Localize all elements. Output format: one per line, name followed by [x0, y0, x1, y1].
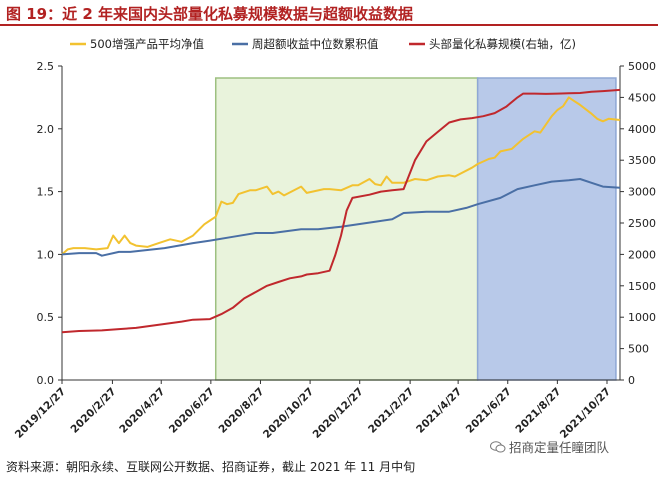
x-tick-label: 2021/10/27 — [558, 386, 613, 441]
shaded-region-1 — [214, 77, 479, 381]
y2-tick-label: 1000 — [628, 311, 656, 324]
chart-legend: 500增强产品平均净值 周超额收益中位数累积值 头部量化私募规模(右轴，亿) — [70, 37, 576, 51]
series-lines — [61, 88, 621, 334]
y2-tick-label: 2500 — [628, 217, 656, 230]
y2-tick-label: 2000 — [628, 248, 656, 261]
x-tick-label: 2021/8/27 — [513, 386, 563, 436]
y2-tick-label: 5000 — [628, 60, 656, 73]
title-bar: 图 19：近 2 年来国内头部量化私募规模数据与超额收益数据 — [0, 0, 658, 26]
x-tick-label: 2021/6/27 — [464, 386, 514, 436]
y2-tick-label: 4500 — [628, 91, 656, 104]
watermark-text: 招商定量任瞳团队 — [509, 440, 610, 455]
source-note: 资料来源：朝阳永续、互联网公开数据、招商证券，截止 2021 年 11 月中旬 — [6, 460, 416, 474]
x-tick-label: 2019/12/27 — [13, 386, 68, 441]
x-tick-label: 2020/12/27 — [311, 386, 366, 441]
x-tick-label: 2020/8/27 — [217, 386, 267, 436]
watermark: 招商定量任瞳团队 — [490, 437, 609, 456]
series-line-1 — [61, 96, 621, 256]
y-tick-label: 2.5 — [37, 60, 55, 73]
legend-label: 周超额收益中位数累积值 — [252, 37, 379, 51]
y-tick-label: 0.5 — [37, 311, 55, 324]
legend-label: 500增强产品平均净值 — [90, 37, 204, 51]
series-line-3 — [61, 88, 621, 334]
x-tick-label: 2021/4/27 — [414, 386, 464, 436]
y2-tick-label: 1500 — [628, 280, 656, 293]
x-tick-label: 2020/4/27 — [117, 386, 167, 436]
y2-tick-label: 500 — [628, 343, 649, 356]
line-chart: 0.0 0.5 1.0 1.5 2.0 2.5 0 500 1000 1500 2000 2500 30… — [13, 37, 656, 441]
wechat-icon — [490, 441, 506, 453]
legend-label: 头部量化私募规模(右轴，亿) — [429, 37, 576, 51]
y-tick-label: 0.0 — [37, 374, 55, 387]
y2-tick-label: 0 — [628, 374, 635, 387]
y-tick-label: 2.0 — [37, 123, 55, 136]
series-line-2 — [61, 178, 621, 257]
shaded-regions — [214, 77, 617, 381]
y-tick-label: 1.5 — [37, 186, 55, 199]
y-tick-label: 1.0 — [37, 248, 55, 261]
y2-tick-label: 3500 — [628, 154, 656, 167]
figure-title: 图 19：近 2 年来国内头部量化私募规模数据与超额收益数据 — [6, 5, 413, 23]
y2-tick-label: 4000 — [628, 123, 656, 136]
x-tick-label: 2020/2/27 — [68, 386, 118, 436]
shaded-region-2 — [476, 77, 617, 381]
x-tick-label: 2021/2/27 — [366, 386, 416, 436]
x-tick-label: 2020/6/27 — [167, 386, 217, 436]
x-tick-label: 2020/10/27 — [261, 386, 316, 441]
y2-tick-label: 3000 — [628, 186, 656, 199]
